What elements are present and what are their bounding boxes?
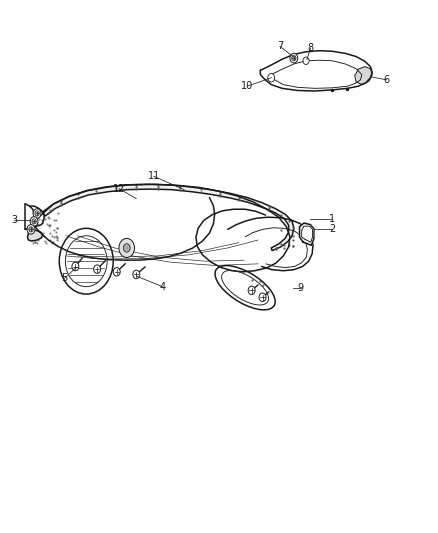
Text: 1: 1 xyxy=(329,214,335,224)
Text: 12: 12 xyxy=(113,183,125,193)
Circle shape xyxy=(268,74,275,82)
Text: 6: 6 xyxy=(384,75,390,85)
Polygon shape xyxy=(28,229,43,241)
Circle shape xyxy=(30,216,38,226)
Text: 7: 7 xyxy=(277,42,283,52)
Circle shape xyxy=(35,211,39,216)
Text: 8: 8 xyxy=(307,43,314,53)
Circle shape xyxy=(33,209,41,218)
Circle shape xyxy=(72,262,79,271)
Text: 11: 11 xyxy=(148,172,160,181)
Polygon shape xyxy=(355,67,372,85)
Text: 3: 3 xyxy=(11,215,18,225)
Circle shape xyxy=(27,224,35,234)
Polygon shape xyxy=(43,184,294,251)
Circle shape xyxy=(133,270,140,279)
Circle shape xyxy=(248,286,255,295)
Polygon shape xyxy=(300,223,314,245)
Circle shape xyxy=(123,244,130,252)
Circle shape xyxy=(292,55,296,61)
Text: 2: 2 xyxy=(329,224,335,235)
Polygon shape xyxy=(302,226,313,242)
Text: 5: 5 xyxy=(61,273,67,283)
Circle shape xyxy=(32,219,36,224)
Text: 9: 9 xyxy=(298,282,304,293)
Circle shape xyxy=(290,53,298,63)
Text: 4: 4 xyxy=(159,281,166,292)
Text: 10: 10 xyxy=(241,81,254,91)
Circle shape xyxy=(259,293,266,302)
Circle shape xyxy=(119,238,134,257)
Circle shape xyxy=(303,57,309,64)
Circle shape xyxy=(113,268,120,276)
Circle shape xyxy=(94,265,101,273)
Circle shape xyxy=(29,227,33,232)
